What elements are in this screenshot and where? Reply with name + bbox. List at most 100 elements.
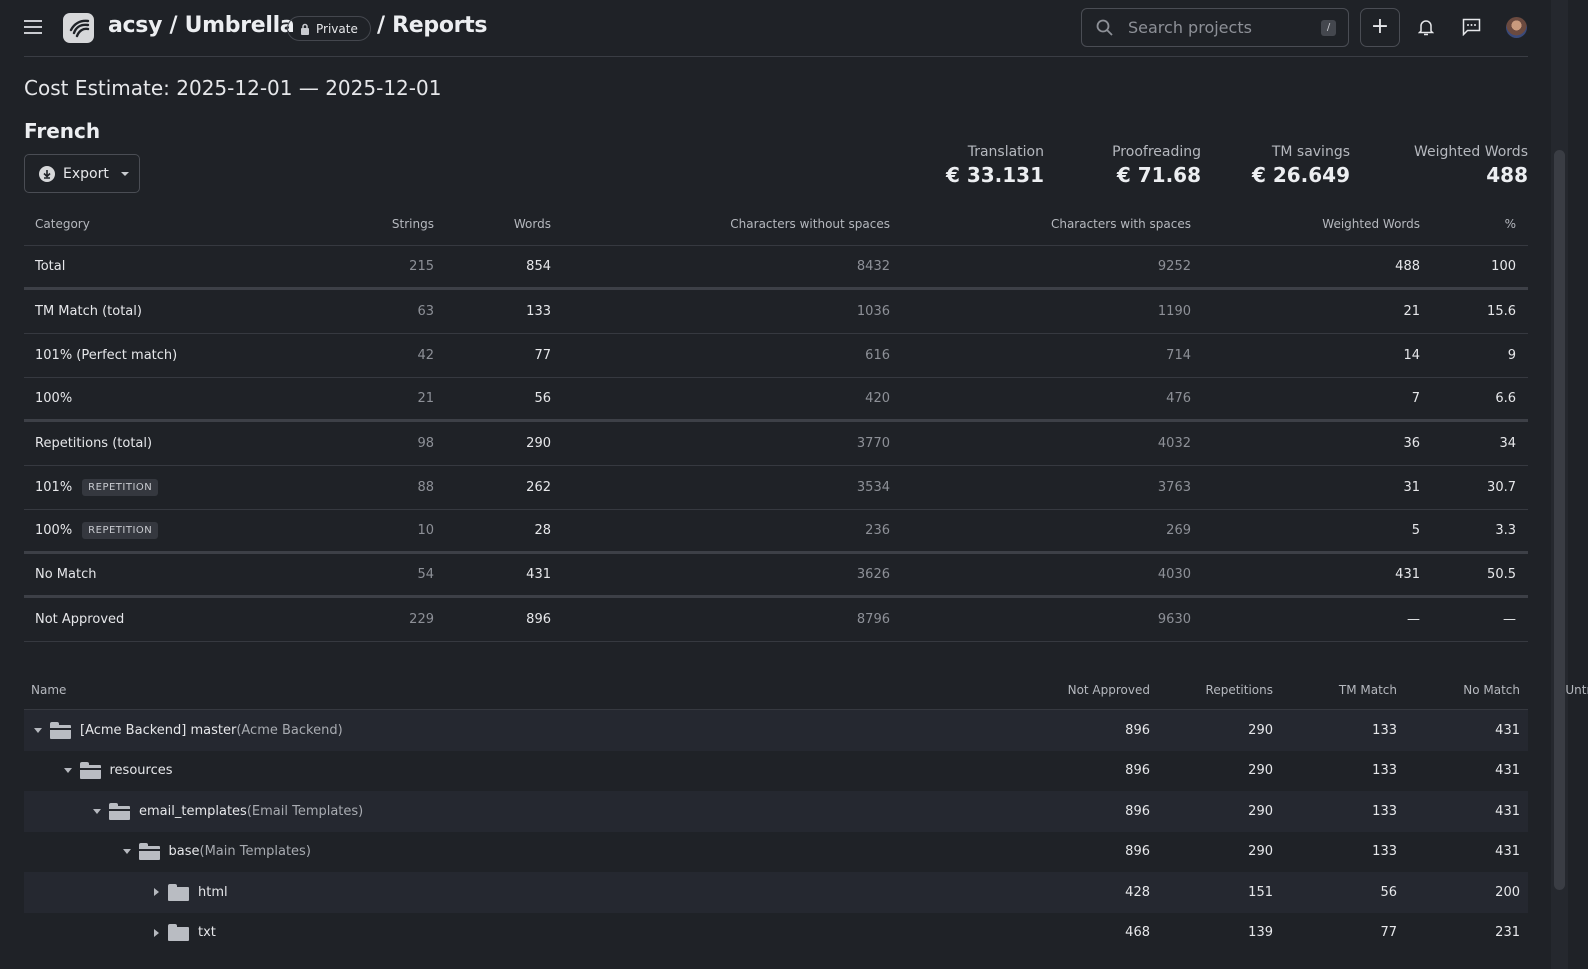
chevron-down-icon[interactable]: [63, 768, 72, 774]
chevron-down-icon[interactable]: [93, 808, 101, 814]
menu-icon[interactable]: [24, 20, 42, 34]
export-button[interactable]: Export: [24, 154, 140, 193]
table-row: 100% REPETITION 10 28 236 269 5 3.3: [24, 510, 1528, 554]
column-header[interactable]: Untranslated: [1565, 683, 1588, 697]
table-cell: 63: [417, 304, 434, 319]
table-cell: 30.7: [1487, 480, 1516, 495]
table-cell: 88: [417, 480, 434, 495]
table-cell: 714: [1166, 348, 1191, 363]
chevron-right-icon[interactable]: [154, 888, 159, 897]
table-cell: 36: [1403, 436, 1420, 451]
table-cell: 407: [1520, 885, 1588, 900]
category-cell: Not Approved: [35, 612, 125, 627]
repetition-tag: REPETITION: [82, 522, 159, 539]
table-cell: 4030: [1157, 567, 1191, 582]
name-cell: resources: [24, 762, 1027, 780]
item-title: (Main Templates): [199, 844, 311, 860]
breadcrumb-org-project[interactable]: acsy / Umbrella: [108, 13, 295, 38]
add-button[interactable]: +: [1360, 8, 1400, 47]
tree-row[interactable]: [Acme Backend] master(Acme Backend) 896 29…: [24, 710, 1528, 751]
column-header[interactable]: Characters with spaces: [1050, 217, 1191, 231]
column-header[interactable]: No Match: [1463, 683, 1520, 697]
column-header[interactable]: Name: [31, 683, 67, 697]
table-cell: 42: [417, 348, 434, 363]
item-name[interactable]: txt: [198, 925, 216, 941]
avatar[interactable]: [1506, 17, 1527, 38]
table-cell: 15.6: [1487, 304, 1516, 319]
table-cell: 34: [1499, 436, 1516, 451]
category-cell: Total: [35, 259, 66, 274]
summary-translation: Translation € 33.131: [945, 144, 1044, 187]
org-link[interactable]: acsy: [108, 13, 163, 38]
name-cell: email_templates(Email Templates): [24, 802, 1027, 820]
table-cell: 3.3: [1495, 523, 1516, 538]
tree-row[interactable]: base(Main Templates)896290133431854: [24, 832, 1528, 873]
table-row: Repetitions (total) 98 290 3770 4032 36 34: [24, 422, 1528, 466]
table-cell: 4032: [1157, 436, 1191, 451]
tree-row[interactable]: html42815156200407: [24, 872, 1528, 913]
table-cell: 14: [1403, 348, 1420, 363]
table-cell: 428: [1125, 884, 1150, 900]
page-title: Reports: [392, 13, 488, 38]
chat-icon[interactable]: [1460, 16, 1482, 38]
table-cell: 854: [1520, 844, 1588, 859]
table-cell: 236: [865, 523, 890, 538]
folder-icon: [168, 924, 190, 942]
table-cell: 854: [1520, 763, 1588, 778]
chevron-down-icon[interactable]: [122, 849, 131, 855]
bell-icon[interactable]: [1415, 16, 1437, 38]
app-logo[interactable]: [63, 13, 94, 43]
project-link[interactable]: Umbrella: [184, 13, 295, 38]
table-cell: 151: [1248, 884, 1273, 900]
table-cell: 290: [1248, 763, 1273, 779]
column-header[interactable]: Characters without spaces: [730, 217, 890, 231]
item-name[interactable]: base: [168, 844, 200, 860]
summary-tm-savings: TM savings € 26.649: [1251, 144, 1350, 187]
table-cell: 854: [1520, 804, 1588, 819]
category-cell: 100%: [35, 391, 73, 406]
table-cell: 896: [1125, 763, 1150, 779]
scrollbar-thumb[interactable]: [1554, 150, 1565, 890]
report-title: Cost Estimate: 2025-12-01 — 2025-12-01: [24, 76, 442, 100]
tree-row[interactable]: txt46813977231447: [24, 913, 1528, 954]
column-header[interactable]: Strings: [391, 217, 434, 231]
table-cell: 262: [526, 480, 551, 495]
tree-row[interactable]: resources896290133431854: [24, 751, 1528, 792]
table-cell: 468: [1125, 925, 1150, 941]
column-header[interactable]: Category: [35, 217, 90, 231]
search-input[interactable]: Search projects /: [1081, 8, 1349, 47]
item-name[interactable]: email_templates: [139, 803, 247, 819]
table-row: Total 215 854 8432 9252 488 100: [24, 246, 1528, 290]
item-name[interactable]: html: [198, 884, 228, 900]
table-cell: 9252: [1157, 259, 1191, 274]
table-cell: 6.6: [1495, 391, 1516, 406]
table-cell: 290: [1248, 844, 1273, 860]
category-cell: No Match: [35, 567, 97, 582]
chevron-right-icon[interactable]: [154, 928, 159, 937]
column-header[interactable]: %: [1504, 217, 1516, 231]
table-row: 101% REPETITION 88 262 3534 3763 31 30.7: [24, 466, 1528, 510]
tree-row[interactable]: email_templates(Email Templates) 896 290 13…: [24, 791, 1528, 832]
item-name[interactable]: [Acme Backend] master: [80, 722, 237, 738]
column-header[interactable]: Not Approved: [1067, 683, 1150, 697]
table-cell: 3534: [856, 480, 890, 495]
table-row: Not Approved 229 896 8796 9630 — —: [24, 598, 1528, 642]
item-name[interactable]: resources: [109, 763, 173, 779]
table-cell: 8796: [856, 612, 890, 627]
column-header[interactable]: Repetitions: [1205, 683, 1273, 697]
export-label: Export: [63, 165, 109, 182]
table-row: TM Match (total) 63 133 1036 1190 21 15.6: [24, 290, 1528, 334]
column-header[interactable]: TM Match: [1338, 683, 1397, 697]
summary-proofreading: Proofreading € 71.68: [1112, 144, 1201, 187]
scrollbar[interactable]: [1551, 0, 1568, 969]
table-cell: 896: [1125, 803, 1150, 819]
column-header[interactable]: Words: [513, 217, 551, 231]
category-cell: 100% REPETITION: [24, 522, 274, 539]
chevron-down-icon[interactable]: [34, 727, 42, 733]
search-shortcut: /: [1321, 20, 1336, 36]
table-cell: 431: [1395, 567, 1420, 582]
table-cell: 56: [1380, 884, 1397, 900]
column-header[interactable]: Weighted Words: [1322, 217, 1420, 231]
table-cell: —: [1503, 612, 1516, 627]
table-cell: 56: [534, 391, 551, 406]
